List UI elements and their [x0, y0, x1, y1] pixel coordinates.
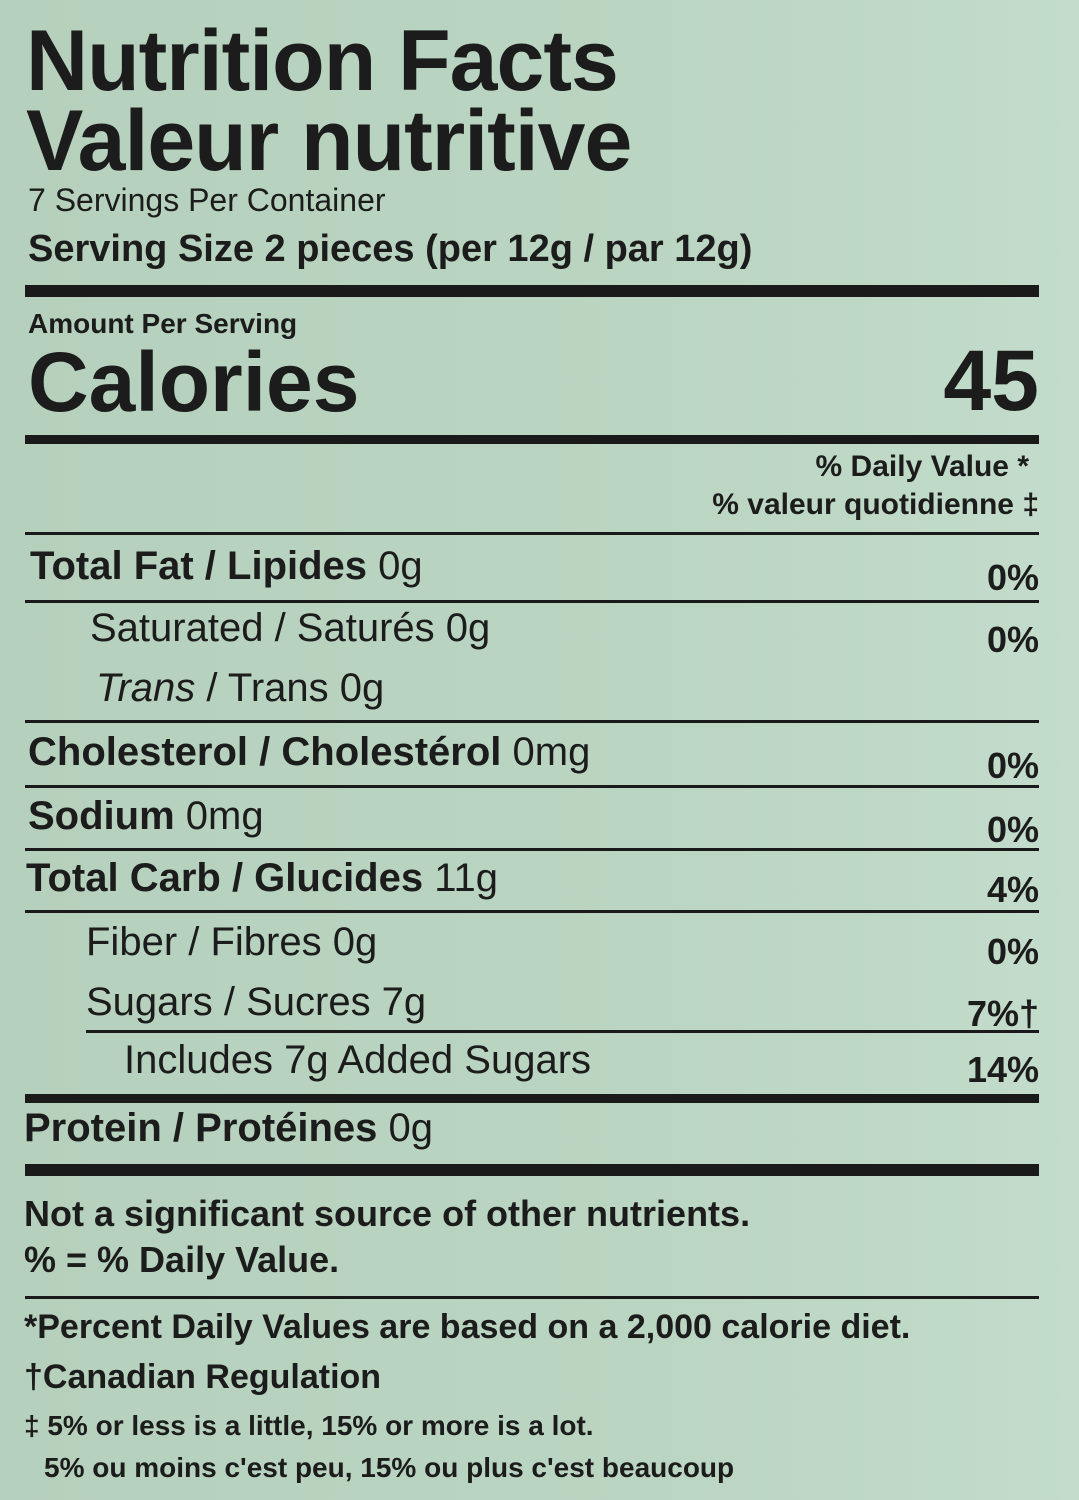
row-trans-fat: Trans / Trans 0g	[96, 666, 385, 710]
serving-size: Serving Size 2 pieces (per 12g / par 12g…	[28, 228, 753, 270]
row-sugars: Sugars / Sucres 7g	[86, 980, 427, 1024]
row-total-fat: Total Fat / Lipides 0g	[30, 544, 423, 588]
row-protein: Protein / Protéines 0g	[24, 1106, 434, 1150]
note-not-significant: Not a significant source of other nutrie…	[24, 1193, 751, 1234]
row-sodium: Sodium 0mg	[28, 794, 264, 838]
dv-added-sugars: 14%	[966, 1049, 1039, 1090]
note-daily-value: % = % Daily Value.	[24, 1239, 340, 1280]
dv-saturated-fat: 0%	[986, 619, 1039, 660]
row-saturated-fat: Saturated / Saturés 0g	[90, 606, 491, 650]
dv-fiber: 0%	[986, 931, 1039, 972]
dv-cholesterol: 0%	[986, 745, 1039, 786]
calories-label: Calories	[28, 335, 360, 429]
row-total-carb: Total Carb / Glucides 11g	[26, 856, 498, 900]
row-cholesterol: Cholesterol / Cholestérol 0mg	[28, 730, 591, 774]
title-english: Nutrition Facts	[26, 13, 619, 109]
amount-per-serving: Amount Per Serving	[28, 308, 298, 339]
daily-value-header-en: % Daily Value *	[815, 450, 1029, 483]
dv-total-fat: 0%	[986, 557, 1039, 598]
footnote-little-lot-en: ‡ 5% or less is a little, 15% or more is…	[24, 1410, 594, 1441]
calories-value: 45	[943, 333, 1039, 429]
title-french: Valeur nutritive	[26, 93, 632, 189]
daily-value-header-fr: % valeur quotidienne ‡	[712, 488, 1039, 521]
dv-total-carb: 4%	[986, 869, 1039, 910]
dv-sodium: 0%	[986, 809, 1039, 850]
servings-per-container: 7 Servings Per Container	[28, 182, 386, 218]
footnote-canadian: †Canadian Regulation	[24, 1358, 382, 1396]
footnote-percent-dv: *Percent Daily Values are based on a 2,0…	[24, 1308, 911, 1346]
dv-sugars: 7%†	[966, 993, 1039, 1034]
row-fiber: Fiber / Fibres 0g	[86, 920, 378, 964]
row-added-sugars: Includes 7g Added Sugars	[124, 1038, 592, 1082]
footnote-little-lot-fr: 5% ou moins c'est peu, 15% ou plus c'est…	[44, 1452, 735, 1483]
